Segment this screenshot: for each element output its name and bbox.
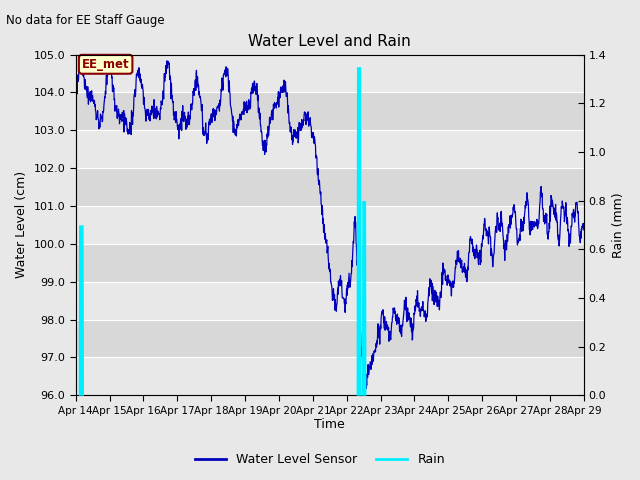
- Bar: [76, 206, 584, 244]
- Bar: [76, 244, 584, 282]
- X-axis label: Time: Time: [314, 419, 345, 432]
- Bar: [76, 357, 584, 395]
- Bar: [76, 168, 584, 206]
- Y-axis label: Water Level (cm): Water Level (cm): [15, 171, 28, 278]
- Text: EE_met: EE_met: [82, 58, 129, 71]
- Bar: [76, 55, 584, 92]
- Bar: [76, 92, 584, 130]
- Bar: [76, 130, 584, 168]
- Y-axis label: Rain (mm): Rain (mm): [612, 192, 625, 258]
- Bar: [76, 282, 584, 320]
- Legend: Water Level Sensor, Rain: Water Level Sensor, Rain: [190, 448, 450, 471]
- Bar: [76, 320, 584, 357]
- Text: No data for EE Staff Gauge: No data for EE Staff Gauge: [6, 14, 165, 27]
- Title: Water Level and Rain: Water Level and Rain: [248, 34, 411, 49]
